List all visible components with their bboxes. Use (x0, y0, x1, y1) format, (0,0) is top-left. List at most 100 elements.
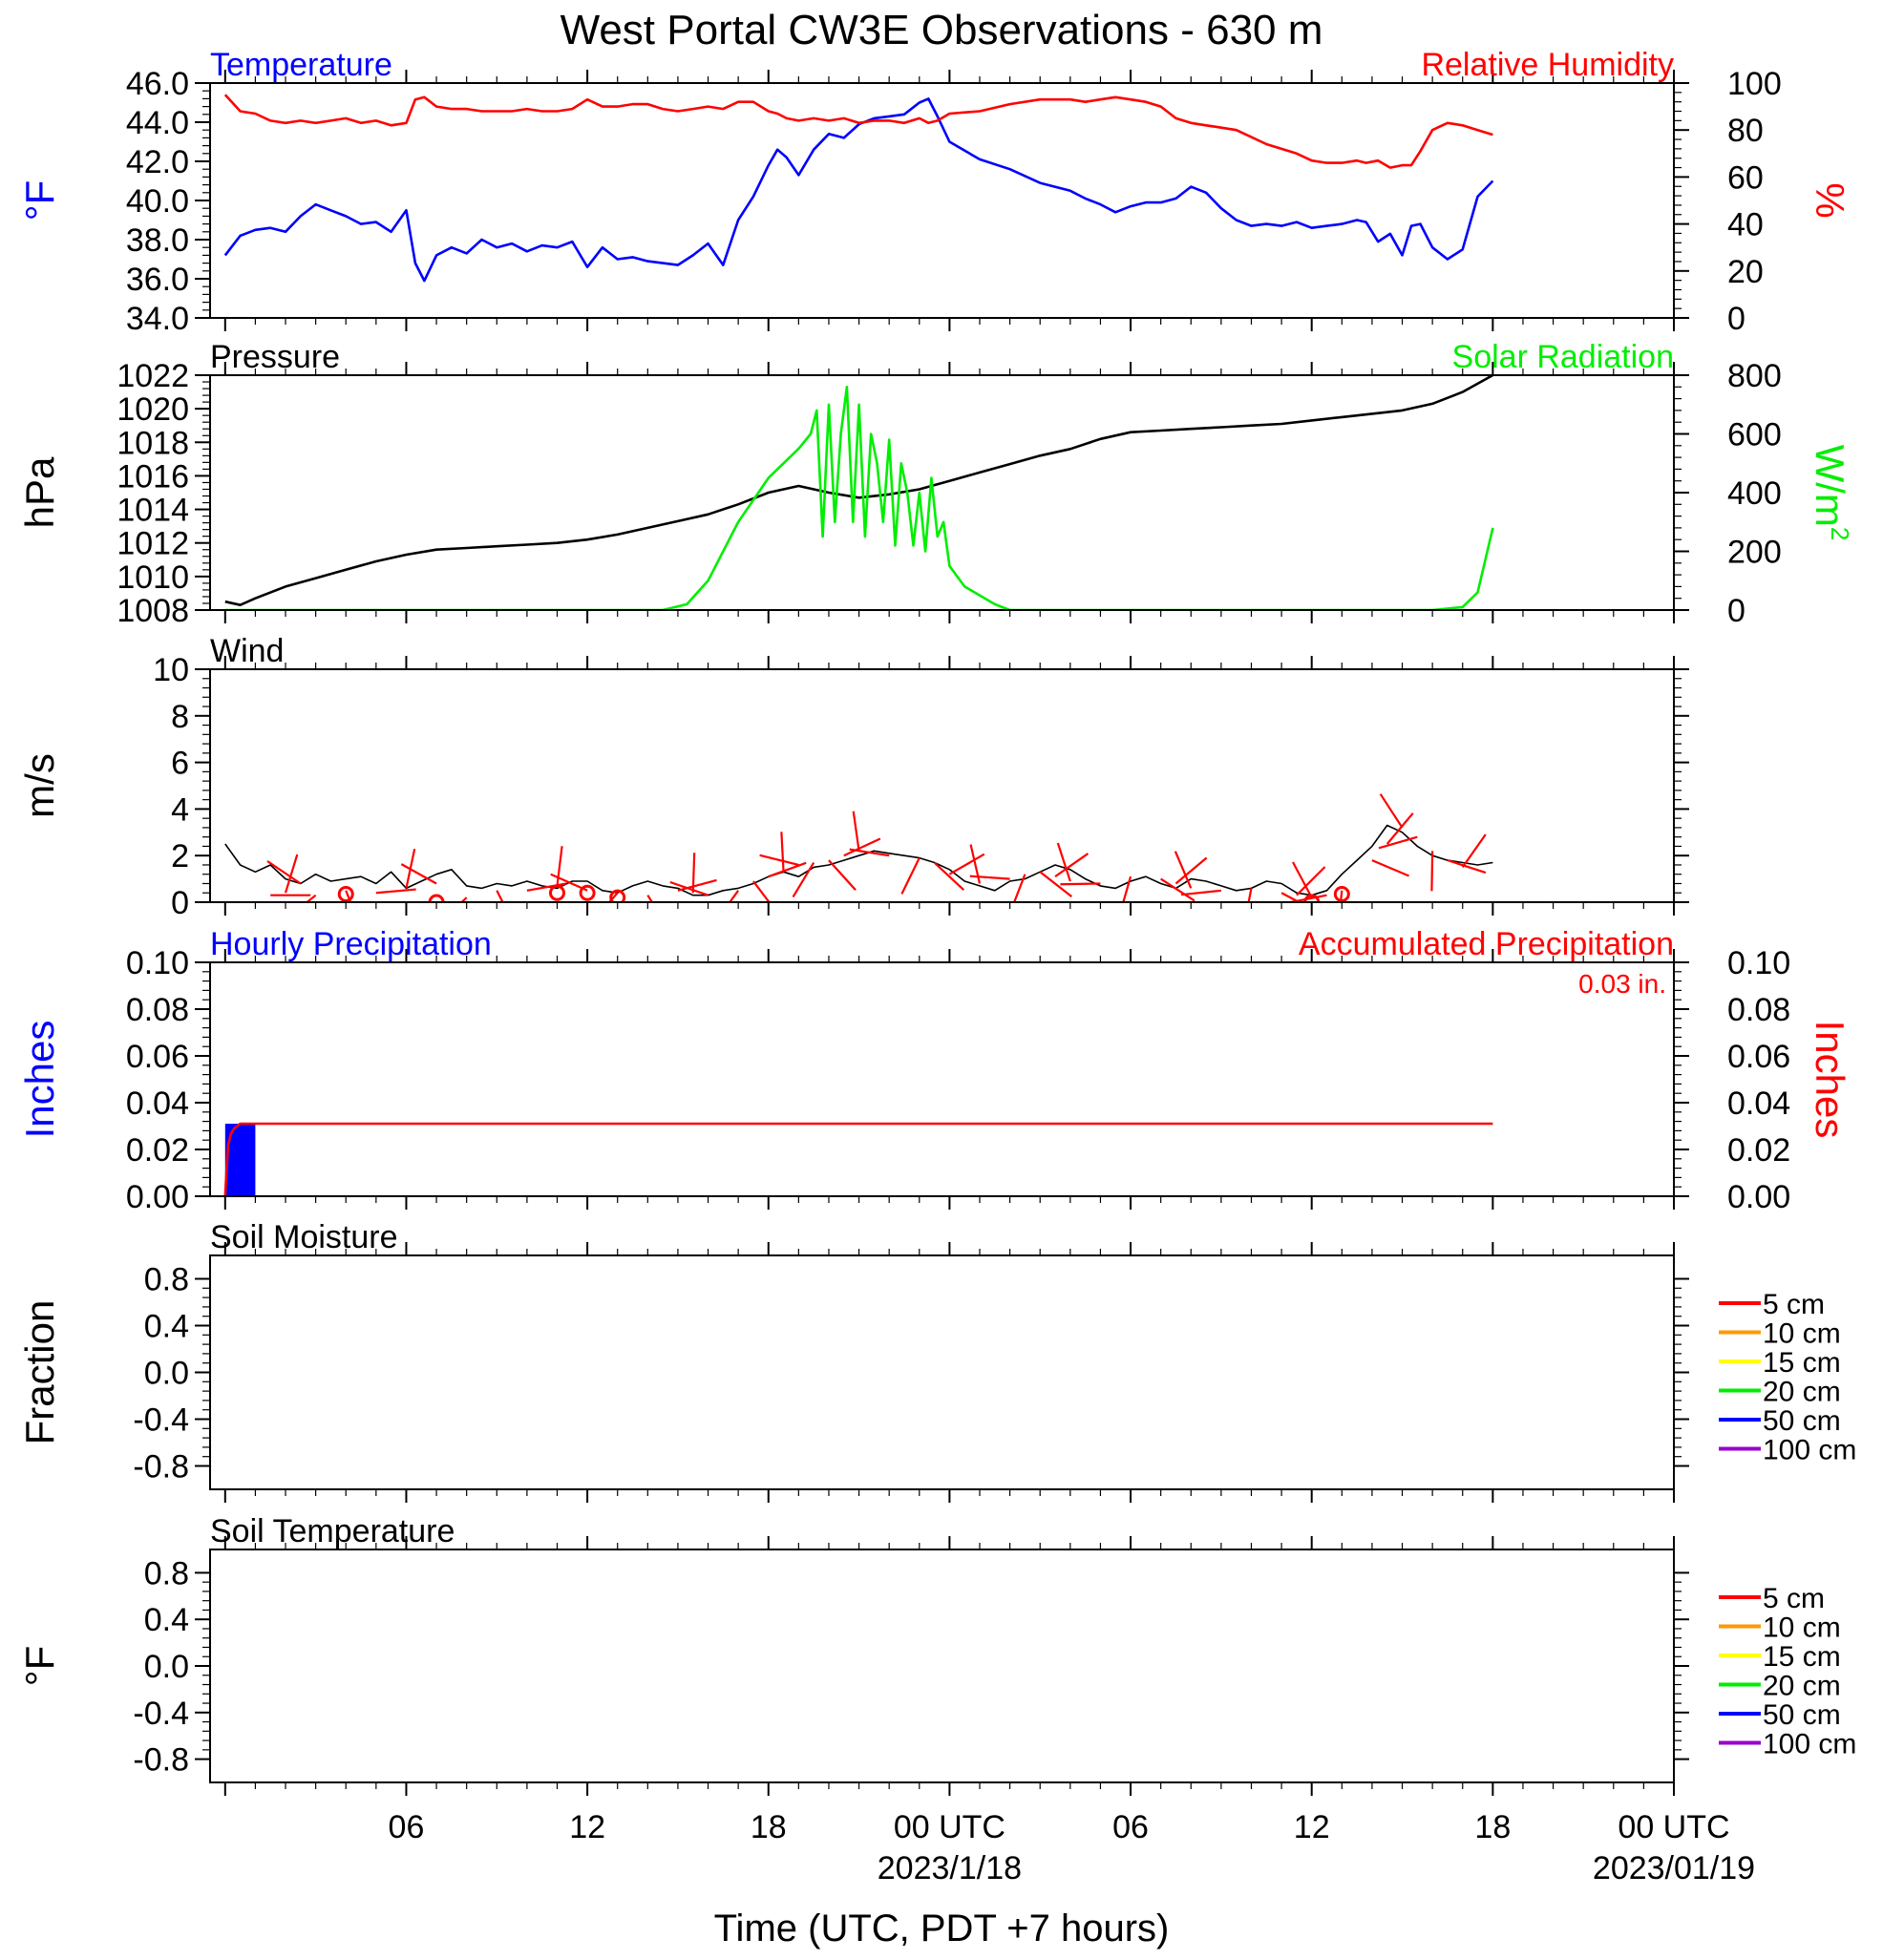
wind-barb (677, 878, 717, 892)
y-tick-label: 0.4 (144, 1602, 189, 1638)
y-tick-label: 10 (153, 652, 189, 688)
precipitation-panel: 0.00 0.02 0.04 0.06 0.08 0.10 0.00 0.02 0.04 0.06… (17, 926, 1852, 1215)
panel-title-left: Pressure (210, 339, 340, 375)
y-tick-label: 36.0 (126, 262, 189, 298)
y-tick-label-right: 0.08 (1727, 992, 1790, 1028)
humidity-line (223, 94, 1493, 169)
x-date-label: 2023/01/19 (1593, 1850, 1755, 1886)
wind-barb (1039, 871, 1073, 898)
legend-label: 15 cm (1763, 1347, 1841, 1379)
wind-barb (284, 854, 299, 894)
y-tick-label: 6 (171, 746, 189, 782)
y-axis-label-left: hPa (17, 456, 62, 528)
y-tick-label: 1012 (116, 526, 189, 562)
calm-marker (579, 884, 596, 901)
wind-barb (669, 880, 709, 896)
wind-barb (768, 861, 807, 878)
wind-barb (1160, 877, 1195, 902)
wind-panel: 0 2 4 6 8 10 Wind m/s (17, 633, 1689, 921)
y-axis-label-left: °F (17, 1646, 62, 1686)
wind-barb (1292, 861, 1313, 898)
y-tick-label: 1018 (116, 425, 189, 461)
y-axis-label-left: Inches (17, 1021, 62, 1139)
wind-barb (1378, 835, 1418, 850)
panel-title-left: Hourly Precipitation (210, 926, 492, 962)
y-tick-label-right: 0 (1727, 301, 1745, 337)
y-axis-label-left: °F (17, 180, 62, 221)
y-tick-label: 46.0 (126, 66, 189, 102)
plot-area (223, 1122, 1493, 1196)
time-axis: 06 12 18 00 UTC 2023/1/18 06 12 18 00 UTC 2023/01… (389, 1809, 1756, 1886)
figure-title: West Portal CW3E Observations - 630 m (561, 7, 1323, 53)
wind-barb (1386, 812, 1414, 845)
wind-barb (400, 863, 437, 885)
y-tick-label: 0.0 (144, 1356, 189, 1392)
y-tick-label-right: 0 (1727, 593, 1745, 629)
wind-barb (728, 890, 740, 902)
wind-barb (305, 894, 317, 902)
y-axis-label-right: Inches (1808, 1021, 1852, 1139)
y-tick-label: 2 (171, 838, 189, 875)
wind-barb (1013, 874, 1026, 902)
legend-label: 10 cm (1763, 1612, 1841, 1644)
calm-marker (337, 885, 354, 902)
y-tick-label-right: 600 (1727, 417, 1782, 453)
plot-area (223, 94, 1494, 283)
legend-label: 100 cm (1763, 1729, 1856, 1760)
y-tick-label: 40.0 (126, 183, 189, 220)
y-tick-label: 8 (171, 699, 189, 735)
calm-marker (548, 884, 565, 901)
wind-barb (646, 895, 654, 902)
wind-barb (1379, 793, 1404, 829)
panel-title-right: Accumulated Precipitation (1299, 926, 1674, 962)
legend-label: 100 cm (1763, 1435, 1856, 1466)
x-tick-label: 12 (569, 1809, 605, 1845)
wind-barb (969, 875, 1010, 880)
y-axis-label-right: W/m2 (1808, 445, 1854, 541)
panel-title-left: Temperature (210, 47, 392, 83)
wind-barb (266, 860, 302, 885)
x-date-label: 2023/1/18 (878, 1850, 1022, 1886)
wind-barb (1247, 888, 1253, 902)
wind-barb (843, 837, 881, 857)
legend-label: 15 cm (1763, 1641, 1841, 1673)
y-tick-label: 1010 (116, 559, 189, 596)
legend-label: 50 cm (1763, 1699, 1841, 1731)
y-tick-label: 0.4 (144, 1309, 189, 1345)
temperature-line (223, 97, 1494, 283)
y-tick-label: 0 (171, 885, 189, 921)
y-tick-label: 0.8 (144, 1555, 189, 1591)
y-axis-label-right: % (1808, 182, 1852, 218)
panel-title-left: Soil Moisture (210, 1219, 398, 1255)
wind-barb (496, 890, 504, 902)
wind-barb (1054, 853, 1090, 878)
plot-frame (209, 82, 1675, 319)
wind-barb (1430, 851, 1434, 892)
y-tick-label: 4 (171, 791, 189, 828)
wind-barb (852, 811, 860, 852)
wind-barb (1060, 882, 1101, 886)
panel-title-right: Relative Humidity (1421, 47, 1674, 83)
wind-barb (375, 888, 416, 895)
x-axis-label: Time (UTC, PDT +7 hours) (714, 1907, 1170, 1949)
plot-area (224, 375, 1494, 610)
soil-moisture-panel: -0.8 -0.4 0.0 0.4 0.8 Soil Moisture Fraction 5 … (17, 1219, 1856, 1503)
calm-marker (609, 889, 626, 902)
x-tick-label: 00 UTC (894, 1809, 1005, 1845)
wind-barb (933, 861, 965, 891)
temperature-humidity-panel: 34.036.038.040.042.044.046.0 0 20 40 60 80 100… (17, 47, 1852, 337)
wind-barb (900, 857, 920, 895)
y-tick-label: -0.8 (133, 1742, 189, 1779)
y-tick-label-right: 80 (1727, 113, 1764, 149)
x-tick-label: 12 (1294, 1809, 1330, 1845)
y-tick-label-right: 0.10 (1727, 945, 1790, 981)
calm-marker (1303, 894, 1321, 902)
wind-barb (691, 853, 696, 894)
wind-barb (849, 848, 890, 857)
y-tick-label: 0.0 (144, 1649, 189, 1685)
y-tick-label-right: 40 (1727, 207, 1764, 243)
